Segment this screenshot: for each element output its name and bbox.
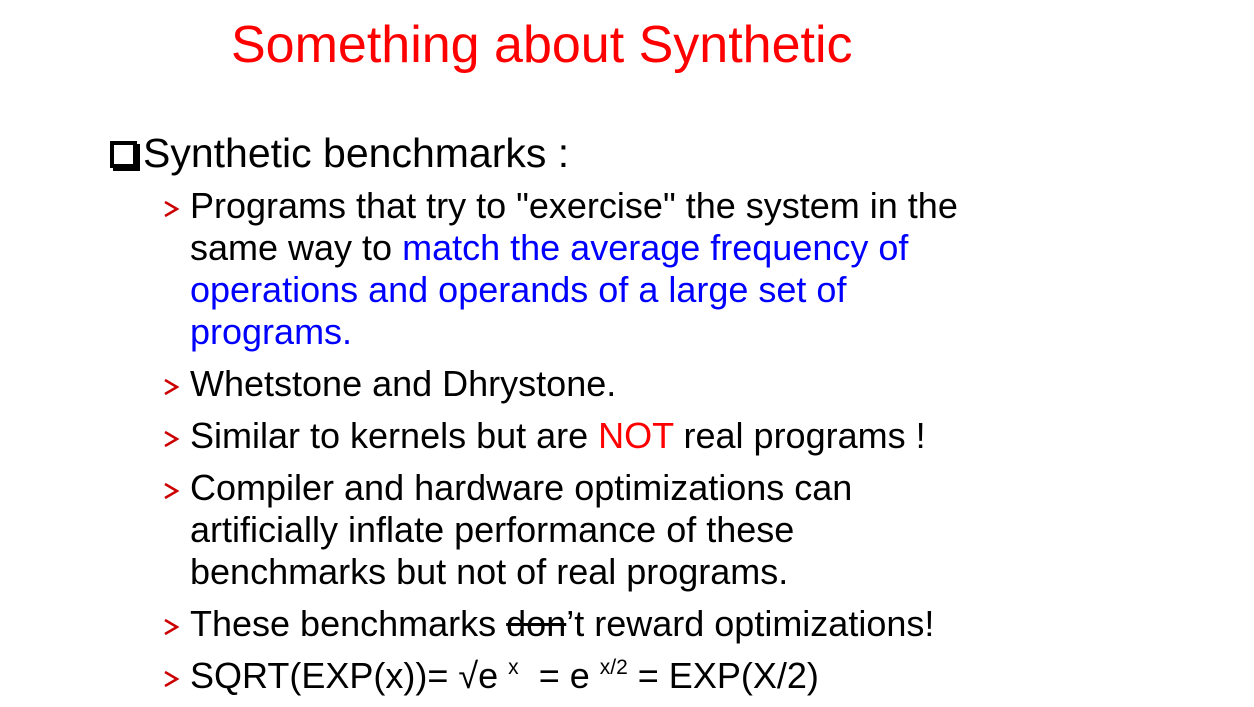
hollow-square-icon xyxy=(110,141,137,168)
item-text: Compiler and hardware optimizations can xyxy=(190,467,853,508)
main-bullet: Synthetic benchmarks : xyxy=(110,128,569,178)
blue-emphasis: match the average frequency of xyxy=(402,227,909,268)
sub-bullet-item: Similar to kernels but are NOT real prog… xyxy=(162,415,1062,457)
main-bullet-text: Synthetic benchmarks : xyxy=(143,130,570,176)
item-text: These benchmarks xyxy=(190,603,507,644)
arrow-bullet-icon xyxy=(164,482,180,500)
sub-bullet-item: Programs that try to "exercise" the syst… xyxy=(162,185,1062,353)
item-text: real programs ! xyxy=(673,415,926,456)
item-text: Whetstone and Dhrystone. xyxy=(190,363,617,404)
sub-bullet-item: Whetstone and Dhrystone. xyxy=(162,363,1062,405)
item-text: artificially inflate performance of thes… xyxy=(190,509,795,550)
red-emphasis: NOT xyxy=(598,415,674,456)
sub-bullet-item: These benchmarks don’t reward optimizati… xyxy=(162,603,1062,645)
blue-emphasis: operations and operands of a large set o… xyxy=(190,269,847,310)
item-text: same way to xyxy=(190,227,403,268)
item-text: Programs that try to "exercise" the syst… xyxy=(190,185,958,226)
arrow-bullet-icon xyxy=(164,670,180,688)
formula-lhs: SQRT(EXP(x))= xyxy=(190,655,459,696)
sub-bullet-item: Compiler and hardware optimizations can … xyxy=(162,467,1062,593)
formula-root: √e xyxy=(458,655,499,696)
item-text: Similar to kernels but are xyxy=(190,415,599,456)
arrow-bullet-icon xyxy=(164,430,180,448)
arrow-bullet-icon xyxy=(164,378,180,396)
sub-bullet-list: Programs that try to "exercise" the syst… xyxy=(162,185,1062,707)
item-text: benchmarks but not of real programs. xyxy=(190,551,789,592)
formula-exponent: x xyxy=(508,656,519,679)
formula-exponent: x/2 xyxy=(599,656,628,679)
blue-emphasis: programs. xyxy=(190,311,353,352)
item-text: ’t reward optimizations! xyxy=(566,603,935,644)
arrow-bullet-icon xyxy=(164,200,180,218)
sub-bullet-item: SQRT(EXP(x))= √e x = e x/2 = EXP(X/2) xyxy=(162,655,1062,697)
arrow-bullet-icon xyxy=(164,618,180,636)
struck-text: don xyxy=(506,603,567,644)
slide-title: Something about Synthetic xyxy=(231,16,853,74)
formula-middle: = e xyxy=(538,655,590,696)
formula-rhs: = EXP(X/2) xyxy=(637,655,819,696)
